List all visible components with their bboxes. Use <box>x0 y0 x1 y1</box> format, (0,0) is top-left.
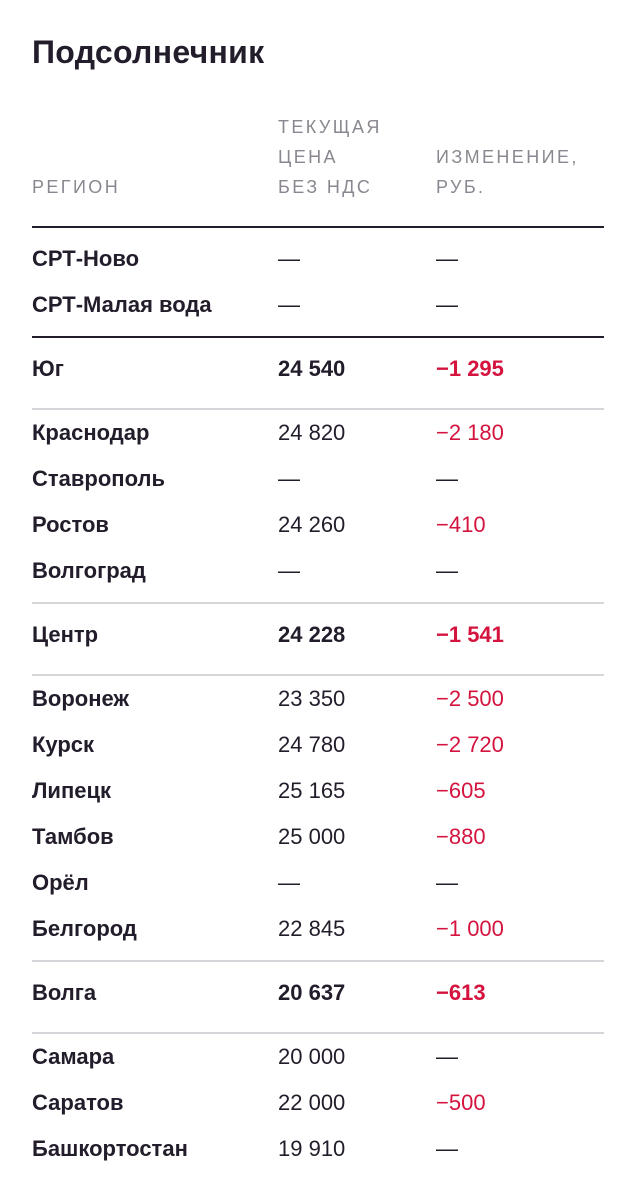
cell-region: Тамбов <box>32 824 114 849</box>
cell-price: — <box>278 558 300 583</box>
table-row: Орёл — — <box>32 860 604 906</box>
header-change: ИЗМЕНЕНИЕ, РУБ. <box>436 147 579 197</box>
cell-price: — <box>278 246 300 271</box>
header-price: ТЕКУЩАЯ ЦЕНА БЕЗ НДС <box>278 117 382 197</box>
cell-change: — <box>436 558 458 583</box>
cell-change: — <box>436 292 458 317</box>
table-row-total: Центр 24 228 −1 541 <box>32 602 604 666</box>
cell-change: — <box>436 246 458 271</box>
cell-change: −880 <box>436 824 486 849</box>
cell-price: 19 910 <box>278 1136 346 1161</box>
cell-change: −1 541 <box>436 622 504 647</box>
cell-region: Орёл <box>32 870 89 895</box>
table-row: СРТ-Ново — — <box>32 236 604 282</box>
table-row-total: Волга 20 637 −613 <box>32 960 604 1024</box>
cell-region: СРТ-Ново <box>32 246 140 271</box>
table-row: Волгоград — — <box>32 548 604 594</box>
header-region: РЕГИОН <box>32 177 121 197</box>
table-row: Самара 20 000 — <box>32 1032 604 1080</box>
table-row: Белгород 22 845 −1 000 <box>32 906 604 952</box>
cell-change: −2 500 <box>436 686 504 711</box>
table-row: СРТ-Малая вода — — <box>32 282 604 328</box>
cell-change: −1 000 <box>436 916 504 941</box>
table-row: Ставрополь — — <box>32 456 604 502</box>
cell-change: −1 295 <box>436 356 504 381</box>
cell-price: 24 540 <box>278 356 346 381</box>
cell-change: — <box>436 1044 458 1069</box>
cell-region: Липецк <box>32 778 112 803</box>
cell-price: 22 845 <box>278 916 346 941</box>
cell-change: — <box>436 466 458 491</box>
cell-price: 25 000 <box>278 824 346 849</box>
cell-region: Волга <box>32 980 97 1005</box>
cell-region: Краснодар <box>32 420 150 445</box>
cell-price: 24 260 <box>278 512 346 537</box>
cell-region: Самара <box>32 1044 115 1069</box>
cell-price: — <box>278 466 300 491</box>
cell-price: 25 165 <box>278 778 346 803</box>
cell-price: 20 637 <box>278 980 346 1005</box>
cell-price: 24 820 <box>278 420 346 445</box>
cell-region: Курск <box>32 732 95 757</box>
cell-price: — <box>278 870 300 895</box>
cell-change: — <box>436 1136 458 1161</box>
cell-change: −613 <box>436 980 486 1005</box>
cell-change: −500 <box>436 1090 486 1115</box>
cell-region: Башкортостан <box>32 1136 188 1161</box>
cell-change: −410 <box>436 512 486 537</box>
table-row: Саратов 22 000 −500 <box>32 1080 604 1126</box>
table-row: Ростов 24 260 −410 <box>32 502 604 548</box>
table-row: Краснодар 24 820 −2 180 <box>32 408 604 456</box>
table-body: СРТ-Ново — — СРТ-Малая вода — — Юг 24 540 −1 295… <box>32 228 604 1180</box>
cell-region: Центр <box>32 622 99 647</box>
cell-price: 24 780 <box>278 732 346 757</box>
cell-price: 23 350 <box>278 686 346 711</box>
table-row: Липецк 25 165 −605 <box>32 768 604 814</box>
page-title: Подсолнечник <box>32 34 265 70</box>
cell-region: Ростов <box>32 512 109 537</box>
cell-region: Саратов <box>32 1090 124 1115</box>
cell-change: −2 720 <box>436 732 504 757</box>
cell-region: Воронеж <box>32 686 130 711</box>
table-row: Воронеж 23 350 −2 500 <box>32 674 604 722</box>
table-row: Башкортостан 19 910 — <box>32 1126 604 1172</box>
cell-region: СРТ-Малая вода <box>32 292 212 317</box>
cell-price: 24 228 <box>278 622 346 647</box>
cell-price: 22 000 <box>278 1090 346 1115</box>
cell-region: Белгород <box>32 916 137 941</box>
cell-price: 20 000 <box>278 1044 346 1069</box>
cell-region: Ставрополь <box>32 466 165 491</box>
cell-change: −605 <box>436 778 486 803</box>
cell-region: Юг <box>32 356 64 381</box>
cell-price: — <box>278 292 300 317</box>
table-row: Тамбов 25 000 −880 <box>32 814 604 860</box>
table-row: Курск 24 780 −2 720 <box>32 722 604 768</box>
table-header: РЕГИОН ТЕКУЩАЯ ЦЕНА БЕЗ НДС ИЗМЕНЕНИЕ, Р… <box>32 117 604 228</box>
cell-region: Волгоград <box>32 558 146 583</box>
cell-change: −2 180 <box>436 420 504 445</box>
cell-change: — <box>436 870 458 895</box>
table-row-total: Юг 24 540 −1 295 <box>32 336 604 400</box>
